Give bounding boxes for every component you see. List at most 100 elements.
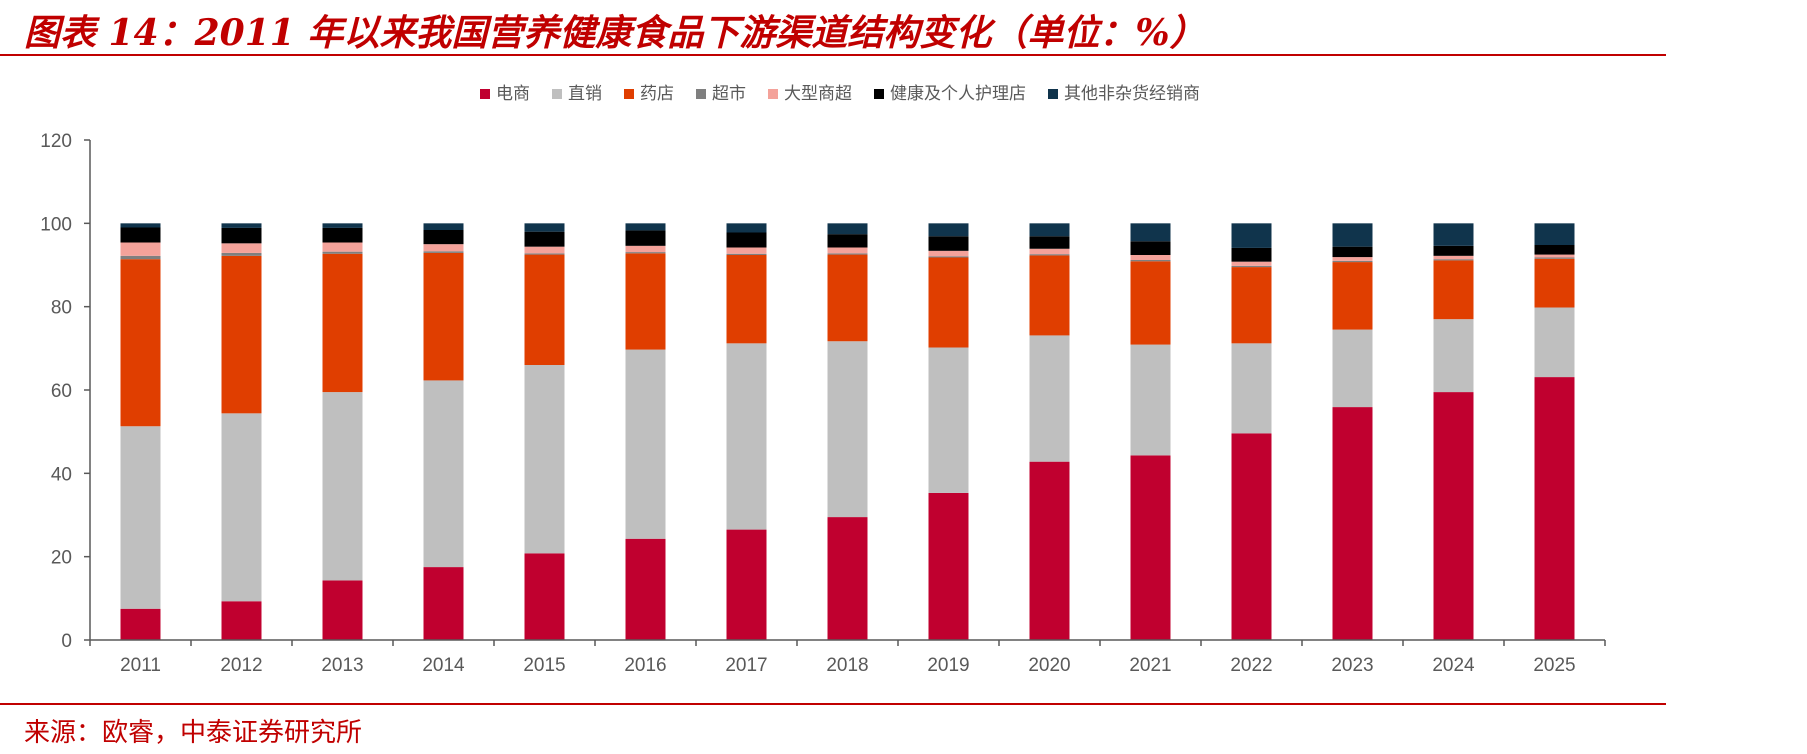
bar-segment-超市-2018 xyxy=(827,253,868,255)
bar-segment-药店-2019 xyxy=(928,257,969,348)
bar-segment-健康及个人护理店-2022 xyxy=(1231,247,1272,262)
legend-swatch xyxy=(480,89,490,99)
bar-segment-其他非杂货经销商-2016 xyxy=(625,223,666,231)
bar-segment-大型商超-2011 xyxy=(120,242,161,256)
bar-segment-直销-2025 xyxy=(1534,307,1575,378)
bar-segment-直销-2017 xyxy=(726,343,767,530)
y-tick-label: 100 xyxy=(40,214,72,235)
bar-segment-电商-2021 xyxy=(1130,455,1171,640)
legend-label: 大型商超 xyxy=(784,84,852,104)
bar-segment-大型商超-2017 xyxy=(726,247,767,254)
bar-segment-健康及个人护理店-2017 xyxy=(726,232,767,248)
bar-segment-直销-2020 xyxy=(1029,335,1070,462)
y-tick-label: 60 xyxy=(51,381,72,402)
x-tick-label: 2019 xyxy=(927,655,969,676)
bar-segment-其他非杂货经销商-2013 xyxy=(322,223,363,228)
bar-segment-健康及个人护理店-2011 xyxy=(120,227,161,243)
page-title: 图表 14：2011 年以来我国营养健康食品下游渠道结构变化（单位：%） xyxy=(24,12,1206,54)
bar-segment-药店-2021 xyxy=(1130,261,1171,345)
legend-label: 其他非杂货经销商 xyxy=(1064,84,1200,104)
bar-segment-直销-2024 xyxy=(1433,319,1474,393)
bar-segment-直销-2021 xyxy=(1130,344,1171,456)
bar-segment-直销-2023 xyxy=(1332,329,1373,408)
bar-segment-电商-2023 xyxy=(1332,407,1373,640)
bar-segment-其他非杂货经销商-2015 xyxy=(524,223,565,232)
bar-segment-大型商超-2015 xyxy=(524,246,565,254)
bar-segment-直销-2022 xyxy=(1231,343,1272,434)
bar-segment-大型商超-2021 xyxy=(1130,255,1171,260)
bar-segment-大型商超-2018 xyxy=(827,247,868,254)
bar-segment-健康及个人护理店-2024 xyxy=(1433,245,1474,256)
bar-segment-其他非杂货经销商-2020 xyxy=(1029,223,1070,237)
legend-label: 电商 xyxy=(496,84,530,104)
bar-segment-健康及个人护理店-2015 xyxy=(524,231,565,247)
bar-segment-大型商超-2016 xyxy=(625,245,666,253)
y-tick-label: 40 xyxy=(51,464,72,485)
legend-label: 直销 xyxy=(568,84,602,104)
bar-segment-直销-2019 xyxy=(928,347,969,493)
x-tick-label: 2018 xyxy=(826,655,868,676)
bar-segment-其他非杂货经销商-2011 xyxy=(120,223,161,228)
legend-swatch xyxy=(1048,89,1058,99)
bar-segment-超市-2019 xyxy=(928,256,969,258)
x-tick-label: 2021 xyxy=(1129,655,1171,676)
bar-segment-其他非杂货经销商-2023 xyxy=(1332,223,1373,247)
footer-divider xyxy=(0,703,1666,705)
bar-segment-药店-2024 xyxy=(1433,260,1474,320)
bar-segment-其他非杂货经销商-2018 xyxy=(827,223,868,235)
bar-segment-直销-2013 xyxy=(322,392,363,581)
source-note: 来源：欧睿，中泰证券研究所 xyxy=(24,718,363,748)
x-tick-label: 2012 xyxy=(220,655,262,676)
bar-segment-其他非杂货经销商-2022 xyxy=(1231,223,1272,248)
bar-segment-超市-2014 xyxy=(423,251,464,253)
bar-segment-电商-2014 xyxy=(423,567,464,640)
bar-segment-电商-2022 xyxy=(1231,433,1272,640)
bar-segment-超市-2011 xyxy=(120,255,161,260)
x-tick-label: 2011 xyxy=(120,655,161,676)
chart-legend: 电商 直销 药店 超市 大型商超 健康及个人护理店 其他非杂货经销商 xyxy=(480,84,1200,104)
bar-segment-电商-2013 xyxy=(322,580,363,640)
bar-segment-药店-2018 xyxy=(827,254,868,342)
bar-segment-超市-2025 xyxy=(1534,257,1575,259)
x-tick-label: 2022 xyxy=(1230,655,1272,676)
bar-segment-超市-2022 xyxy=(1231,265,1272,268)
legend-item-电商: 电商 xyxy=(480,84,530,104)
bar-segment-其他非杂货经销商-2021 xyxy=(1130,223,1171,242)
legend-item-药店: 药店 xyxy=(624,84,674,104)
x-tick-label: 2013 xyxy=(321,655,363,676)
bar-segment-健康及个人护理店-2013 xyxy=(322,227,363,243)
bar-segment-超市-2016 xyxy=(625,252,666,254)
bar-segment-其他非杂货经销商-2019 xyxy=(928,223,969,237)
bar-segment-超市-2012 xyxy=(221,252,262,256)
x-tick-label: 2025 xyxy=(1533,655,1575,676)
bar-segment-电商-2024 xyxy=(1433,392,1474,640)
bar-segment-健康及个人护理店-2016 xyxy=(625,230,666,246)
bar-segment-大型商超-2019 xyxy=(928,250,969,257)
bar-segment-其他非杂货经销商-2012 xyxy=(221,223,262,228)
bar-segment-电商-2018 xyxy=(827,517,868,640)
bar-segment-大型商超-2025 xyxy=(1534,254,1575,258)
bar-segment-药店-2025 xyxy=(1534,258,1575,308)
bar-segment-其他非杂货经销商-2017 xyxy=(726,223,767,233)
bar-segment-其他非杂货经销商-2024 xyxy=(1433,223,1474,246)
bar-segment-药店-2013 xyxy=(322,253,363,393)
legend-label: 健康及个人护理店 xyxy=(890,84,1026,104)
y-tick-label: 20 xyxy=(51,548,72,569)
bar-segment-药店-2011 xyxy=(120,259,161,427)
bar-segment-健康及个人护理店-2021 xyxy=(1130,241,1171,255)
bar-segment-电商-2025 xyxy=(1534,377,1575,640)
bar-segment-其他非杂货经销商-2025 xyxy=(1534,223,1575,245)
bar-segment-直销-2011 xyxy=(120,426,161,609)
bar-segment-健康及个人护理店-2023 xyxy=(1332,246,1373,258)
bar-segment-直销-2016 xyxy=(625,349,666,539)
x-tick-label: 2015 xyxy=(523,655,565,676)
bar-segment-大型商超-2020 xyxy=(1029,248,1070,255)
bar-segment-直销-2018 xyxy=(827,341,868,518)
bar-segment-其他非杂货经销商-2014 xyxy=(423,223,464,230)
bar-segment-超市-2017 xyxy=(726,253,767,255)
y-tick-label: 120 xyxy=(40,131,72,152)
bar-segment-药店-2014 xyxy=(423,252,464,381)
bar-segment-直销-2012 xyxy=(221,413,262,602)
x-tick-label: 2024 xyxy=(1432,655,1475,676)
